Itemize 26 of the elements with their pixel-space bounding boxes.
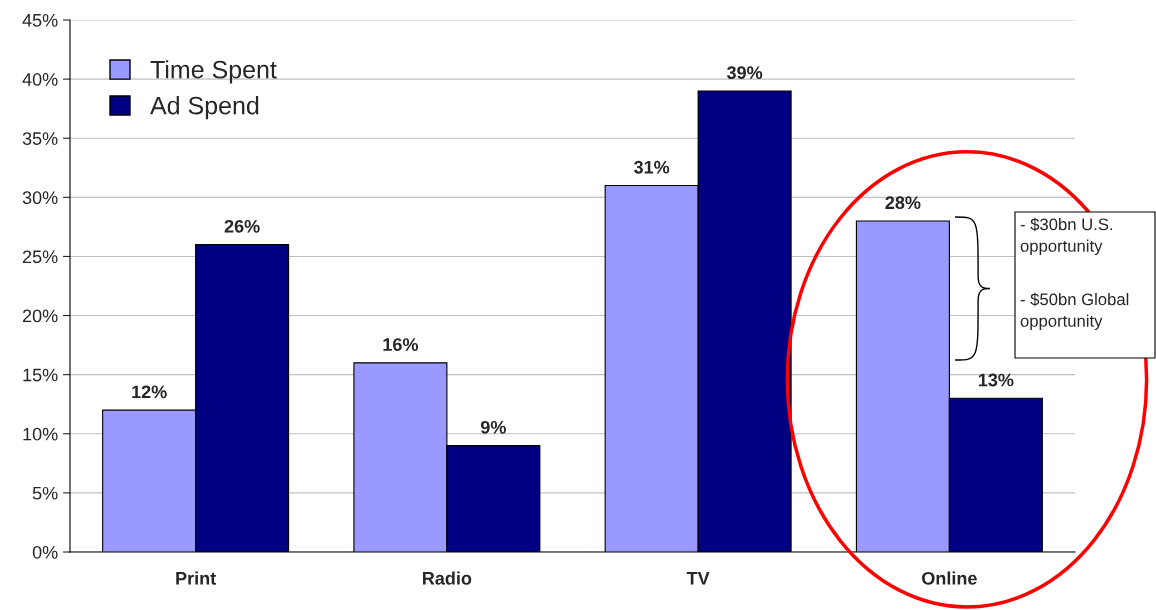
y-tick-label: 20%	[22, 309, 58, 323]
y-tick-label: 10%	[23, 427, 58, 441]
data-label: 28%	[885, 196, 921, 210]
data-label: 9%	[480, 420, 506, 434]
x-tick-label: Print	[176, 571, 216, 585]
y-tick-label: 35%	[22, 132, 58, 145]
x-tick-label: Radio	[423, 571, 472, 585]
data-label: 12%	[132, 385, 167, 399]
y-tick-label: 5%	[32, 486, 58, 500]
data-label: 31%	[633, 160, 670, 174]
legend-label: Time Spent	[150, 60, 277, 84]
y-tick-label: 40%	[22, 73, 58, 86]
y-tick-label: 0%	[32, 545, 58, 559]
legend-label: Ad Spend	[150, 96, 259, 120]
data-label: 16%	[383, 338, 418, 351]
x-tick-label: Online	[922, 571, 977, 585]
y-tick-label: 15%	[23, 368, 58, 382]
annotation: - $30bn U.S. opportunity	[1020, 217, 1113, 256]
y-tick-label: 25%	[22, 250, 58, 264]
y-tick-label: 45%	[22, 14, 58, 27]
y-tick-label: 30%	[22, 191, 58, 205]
data-label: 39%	[726, 66, 763, 80]
annotation: - $50bn Global opportunity	[1020, 292, 1129, 331]
data-label: 26%	[224, 219, 260, 233]
x-tick-label: TV	[686, 572, 710, 585]
data-label: 13%	[978, 373, 1014, 387]
